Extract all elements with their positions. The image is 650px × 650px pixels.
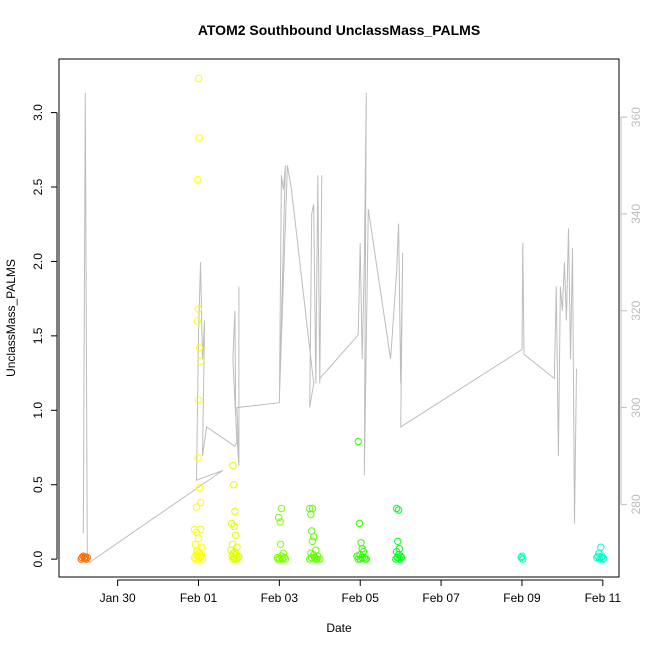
- data-point: [229, 555, 237, 563]
- plot-frame: [58, 58, 620, 578]
- data-point: [310, 533, 318, 541]
- data-point: [276, 540, 285, 548]
- data-point: [354, 437, 362, 446]
- y-tick-label: 2.5: [31, 178, 45, 195]
- data-point: [281, 555, 290, 563]
- data-point: [597, 543, 605, 551]
- data-point: [197, 551, 206, 559]
- x-axis: Jan 30 Feb 01 Feb 03 Feb 05 Feb 07 Feb 09 Feb …: [100, 579, 622, 605]
- y2-axis: 280 300 320 340 360: [620, 107, 643, 514]
- data-point: [357, 539, 365, 547]
- y2-tick-label: 320: [629, 300, 643, 320]
- y2-tick-label: 280: [629, 494, 643, 514]
- y2-tick-label: 300: [629, 397, 643, 417]
- data-point: [194, 305, 203, 313]
- x-tick-label: Feb 11: [585, 591, 622, 605]
- data-point: [194, 74, 203, 83]
- data-point: [308, 537, 317, 545]
- x-tick-label: Feb 03: [261, 591, 299, 605]
- data-point: [232, 531, 240, 539]
- line-layer: [82, 92, 577, 564]
- y-tick-label: 2.0: [31, 253, 45, 270]
- data-point: [274, 555, 282, 563]
- chart-title: ATOM2 Southbound UnclassMass_PALMS: [198, 22, 480, 38]
- data-point: [195, 134, 204, 142]
- points-layer: [77, 74, 608, 563]
- data-point: [230, 481, 238, 489]
- data-point: [230, 553, 238, 562]
- data-point: [231, 507, 239, 516]
- data-point: [392, 504, 401, 513]
- data-point: [83, 553, 92, 562]
- data-point: [362, 555, 370, 563]
- data-point: [518, 552, 526, 560]
- data-point: [194, 454, 202, 462]
- data-point: [517, 553, 525, 562]
- data-point: [194, 175, 202, 184]
- data-point: [316, 555, 324, 563]
- y2-tick-label: 360: [629, 107, 643, 127]
- data-point: [194, 534, 203, 542]
- x-axis-label: Date: [326, 621, 352, 635]
- data-point: [230, 522, 238, 531]
- data-point: [194, 396, 203, 404]
- x-tick-label: Feb 01: [180, 591, 218, 605]
- data-point: [277, 504, 286, 513]
- y-tick-label: 3.0: [31, 104, 45, 121]
- data-point: [233, 543, 241, 551]
- data-point: [397, 553, 406, 562]
- data-point: [396, 555, 404, 563]
- data-point: [394, 506, 403, 514]
- y-tick-label: 1.0: [31, 402, 45, 419]
- data-point: [192, 555, 200, 563]
- data-point: [196, 357, 205, 365]
- data-point: [278, 555, 287, 563]
- y2-tick-label: 340: [629, 204, 643, 224]
- data-point: [355, 519, 364, 528]
- data-point: [394, 537, 402, 545]
- data-point: [308, 553, 316, 562]
- data-point: [229, 461, 237, 470]
- data-point: [192, 503, 201, 511]
- x-tick-label: Feb 07: [422, 591, 460, 605]
- data-point: [276, 518, 284, 526]
- data-point: [235, 552, 243, 560]
- series-line: [82, 92, 577, 564]
- data-point: [599, 554, 608, 563]
- y-tick-label: 0.5: [31, 476, 45, 493]
- data-point: [313, 555, 321, 563]
- data-point: [274, 513, 283, 522]
- data-point: [354, 555, 362, 563]
- data-point: [82, 555, 90, 563]
- data-point: [196, 484, 204, 492]
- y-axis-label: UnclassMass_PALMS: [4, 259, 18, 377]
- x-tick-label: Feb 09: [503, 591, 541, 605]
- data-point: [195, 344, 204, 352]
- x-tick-label: Feb 05: [342, 591, 380, 605]
- y-tick-label: 0.0: [31, 550, 45, 567]
- data-point: [306, 555, 314, 563]
- y-axis: 0.0 0.5 1.0 1.5 2.0 2.5 3.0: [31, 104, 58, 567]
- data-point: [307, 510, 315, 519]
- data-point: [519, 555, 527, 563]
- data-point: [196, 498, 205, 507]
- data-point: [358, 553, 366, 562]
- y-tick-label: 1.5: [31, 327, 45, 344]
- data-point: [193, 317, 202, 325]
- x-tick-label: Jan 30: [100, 591, 136, 605]
- data-point: [196, 525, 205, 534]
